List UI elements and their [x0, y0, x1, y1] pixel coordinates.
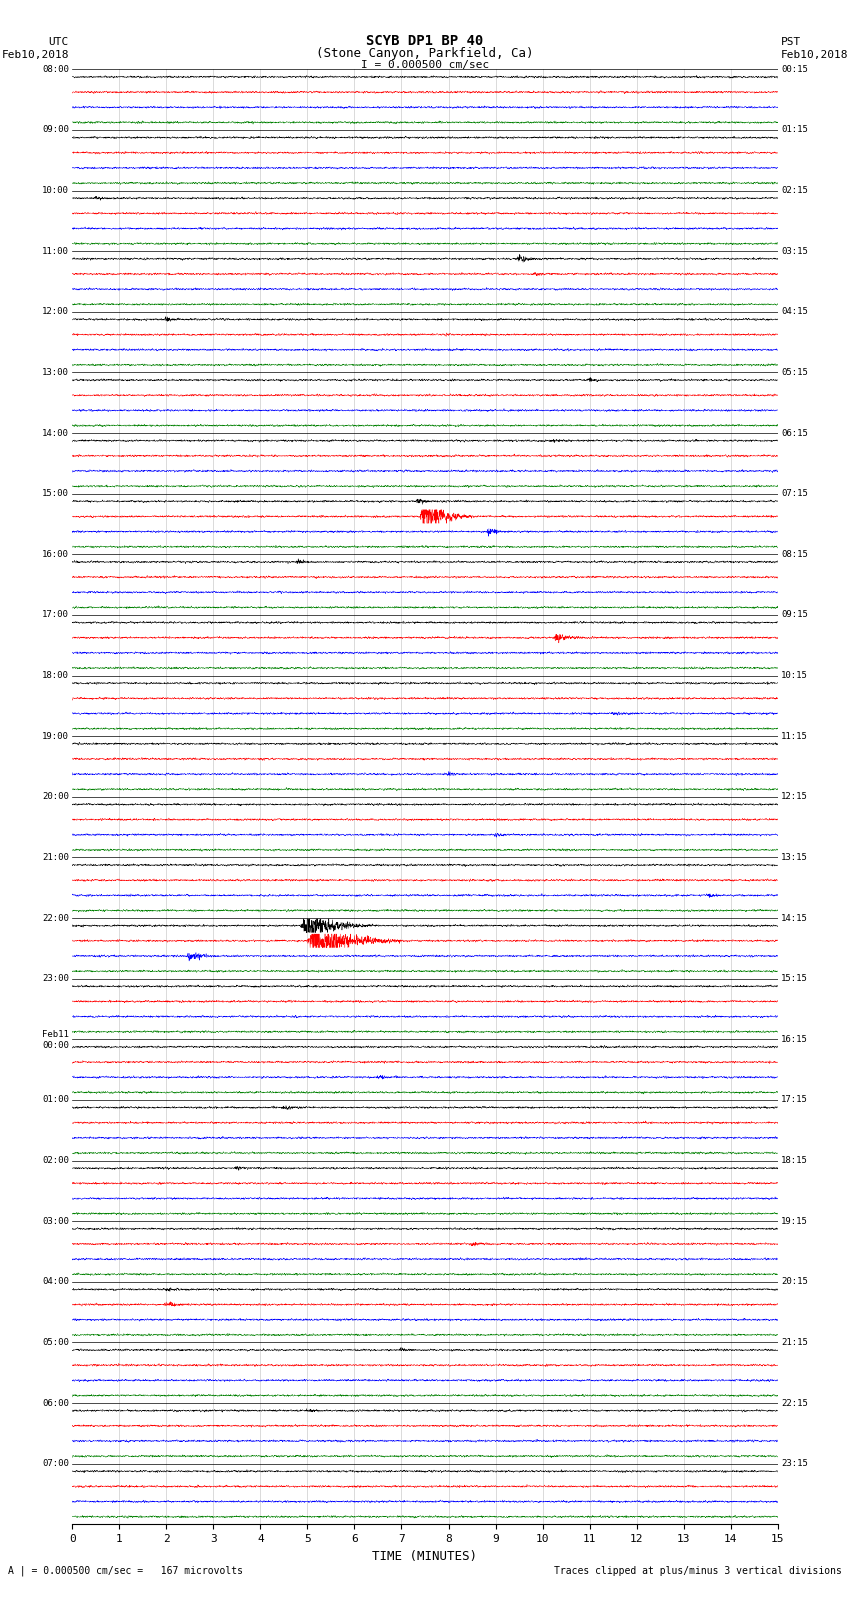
Text: 13:15: 13:15	[781, 853, 808, 861]
Text: 23:00: 23:00	[42, 974, 69, 984]
Text: Feb10,2018: Feb10,2018	[2, 50, 69, 60]
Text: 08:15: 08:15	[781, 550, 808, 558]
Text: 05:00: 05:00	[42, 1337, 69, 1347]
Text: 00:00: 00:00	[42, 1040, 69, 1050]
Text: PST: PST	[781, 37, 802, 47]
Text: SCYB DP1 BP 40: SCYB DP1 BP 40	[366, 34, 484, 48]
Text: 00:15: 00:15	[781, 65, 808, 74]
Text: 19:15: 19:15	[781, 1216, 808, 1226]
Text: 12:15: 12:15	[781, 792, 808, 802]
Text: 06:15: 06:15	[781, 429, 808, 437]
Text: 11:00: 11:00	[42, 247, 69, 256]
Text: 07:15: 07:15	[781, 489, 808, 498]
Text: UTC: UTC	[48, 37, 69, 47]
Text: 14:00: 14:00	[42, 429, 69, 437]
Text: 15:00: 15:00	[42, 489, 69, 498]
Text: 21:15: 21:15	[781, 1337, 808, 1347]
Text: 14:15: 14:15	[781, 913, 808, 923]
Text: 20:00: 20:00	[42, 792, 69, 802]
Text: A | = 0.000500 cm/sec =   167 microvolts: A | = 0.000500 cm/sec = 167 microvolts	[8, 1566, 243, 1576]
Text: 02:00: 02:00	[42, 1157, 69, 1165]
Text: 18:00: 18:00	[42, 671, 69, 681]
Text: 16:00: 16:00	[42, 550, 69, 558]
Text: 21:00: 21:00	[42, 853, 69, 861]
Text: 20:15: 20:15	[781, 1277, 808, 1286]
Text: 17:15: 17:15	[781, 1095, 808, 1105]
Text: 22:00: 22:00	[42, 913, 69, 923]
Text: 10:00: 10:00	[42, 185, 69, 195]
Text: 13:00: 13:00	[42, 368, 69, 377]
Text: 04:00: 04:00	[42, 1277, 69, 1286]
Text: 19:00: 19:00	[42, 732, 69, 740]
Text: 09:00: 09:00	[42, 126, 69, 134]
Text: 17:00: 17:00	[42, 610, 69, 619]
Text: 10:15: 10:15	[781, 671, 808, 681]
Text: 18:15: 18:15	[781, 1157, 808, 1165]
Text: 05:15: 05:15	[781, 368, 808, 377]
Text: I = 0.000500 cm/sec: I = 0.000500 cm/sec	[361, 60, 489, 69]
Text: 08:00: 08:00	[42, 65, 69, 74]
Text: 03:15: 03:15	[781, 247, 808, 256]
Text: 23:15: 23:15	[781, 1460, 808, 1468]
Text: 06:00: 06:00	[42, 1398, 69, 1408]
Text: 11:15: 11:15	[781, 732, 808, 740]
Text: Feb11: Feb11	[42, 1031, 69, 1039]
Text: 16:15: 16:15	[781, 1036, 808, 1044]
Text: 01:15: 01:15	[781, 126, 808, 134]
Text: 02:15: 02:15	[781, 185, 808, 195]
Text: Traces clipped at plus/minus 3 vertical divisions: Traces clipped at plus/minus 3 vertical …	[553, 1566, 842, 1576]
Text: 12:00: 12:00	[42, 308, 69, 316]
Text: 03:00: 03:00	[42, 1216, 69, 1226]
Text: 07:00: 07:00	[42, 1460, 69, 1468]
Text: (Stone Canyon, Parkfield, Ca): (Stone Canyon, Parkfield, Ca)	[316, 47, 534, 60]
Text: 01:00: 01:00	[42, 1095, 69, 1105]
Text: 04:15: 04:15	[781, 308, 808, 316]
Text: 09:15: 09:15	[781, 610, 808, 619]
Text: Feb10,2018: Feb10,2018	[781, 50, 848, 60]
Text: 22:15: 22:15	[781, 1398, 808, 1408]
X-axis label: TIME (MINUTES): TIME (MINUTES)	[372, 1550, 478, 1563]
Text: 15:15: 15:15	[781, 974, 808, 984]
